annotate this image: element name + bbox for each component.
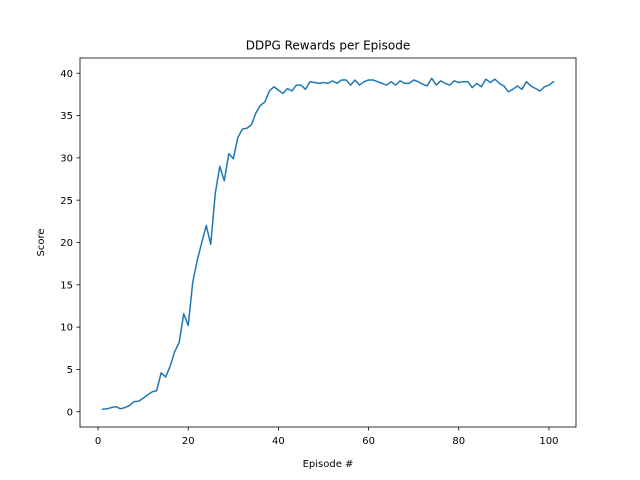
x-tick-label: 40 [272, 436, 285, 447]
y-tick-label: 30 [60, 153, 73, 164]
y-axis-label: Score [36, 228, 47, 256]
y-tick-label: 40 [60, 69, 73, 80]
y-tick-label: 15 [60, 280, 73, 291]
chart-title: DDPG Rewards per Episode [246, 39, 410, 53]
y-tick-label: 25 [60, 196, 73, 207]
y-tick-label: 20 [60, 238, 73, 249]
y-tick-label: 5 [67, 365, 73, 376]
y-tick-label: 0 [67, 407, 73, 418]
y-tick-label: 35 [60, 111, 73, 122]
x-tick-label: 20 [182, 436, 195, 447]
y-tick-label: 10 [60, 323, 73, 334]
plot-area: 0 20 40 60 80 100 0 5 10 15 20 25 30 35 40 [60, 69, 558, 447]
x-tick-label: 100 [539, 436, 558, 447]
x-tick-label: 0 [95, 436, 101, 447]
x-tick-label: 80 [452, 436, 465, 447]
axes-frame [79, 57, 577, 428]
score-series-line [101, 77, 555, 411]
x-tick-label: 60 [362, 436, 375, 447]
x-axis-label: Episode # [303, 459, 354, 470]
